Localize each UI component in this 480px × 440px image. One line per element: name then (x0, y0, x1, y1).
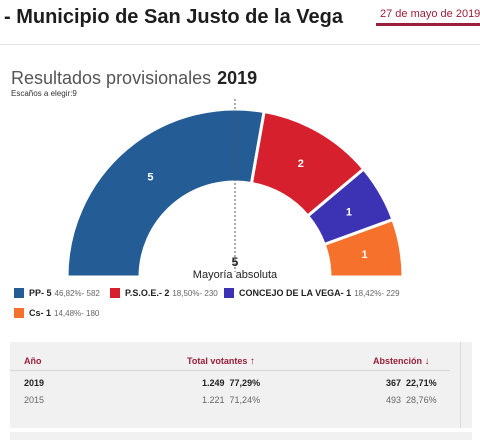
legend-party-name: CONCEJO DE LA VEGA- 1 (239, 288, 352, 298)
table-header-divider (10, 370, 450, 371)
col-votes-header: Total votantes ↑ (187, 356, 255, 367)
col-abst-label: Abstención (373, 356, 423, 366)
table-edge (460, 342, 461, 428)
wedge-seat-label: 5 (147, 171, 153, 183)
page-header: - Municipio de San Justo de la Vega 27 d… (0, 0, 480, 40)
results-year: 2019 (217, 68, 258, 88)
wedge-seat-label: 1 (346, 206, 352, 218)
arrow-up-icon: ↑ (249, 356, 255, 367)
header-divider (0, 44, 480, 45)
row-votes-pct: 77,29% (229, 378, 261, 388)
row-abst-count: 367 (386, 378, 402, 388)
legend-party-name: Cs- 1 (29, 308, 52, 318)
col-abst-header: Abstención ↓ (373, 356, 430, 367)
seats-to-elect: Escaños a elegir:9 (11, 89, 77, 98)
row-abst: 493 28,76% (386, 395, 437, 405)
row-abst-pct: 28,76% (406, 395, 437, 405)
legend-item-concejo: CONCEJO DE LA VEGA- 1 18,42%- 229 (224, 288, 400, 298)
row-abst-count: 493 (386, 395, 402, 405)
legend-party-name: PP- 5 (29, 288, 52, 298)
legend-swatch (14, 288, 24, 298)
legend-item-cs: Cs- 1 14,48%- 180 (14, 308, 99, 318)
legend-swatch (14, 308, 24, 318)
row-votes-pct: 71,24% (229, 395, 261, 405)
wedge-cs (322, 217, 405, 279)
row-votes-count: 1.221 (202, 395, 225, 405)
seat-hemicycle-chart: 5 Mayoría absoluta 5 2 1 1 (65, 99, 405, 281)
row-abst-pct: 22,71% (406, 378, 437, 388)
col-year-header: Año (24, 356, 42, 366)
row-votes-count: 1.249 (202, 378, 225, 388)
wedge-seat-label: 2 (298, 158, 304, 170)
results-title: Resultados provisionales (11, 68, 212, 88)
arrow-down-icon: ↓ (424, 356, 430, 367)
row-abst: 367 22,71% (386, 378, 437, 388)
legend-party-name: P.S.O.E.- 2 (125, 288, 170, 298)
wedge-seat-label: 1 (361, 249, 367, 261)
col-votes-label: Total votantes (187, 356, 248, 366)
legend-party-detail: 14,48%- 180 (54, 308, 100, 318)
legend-swatch (224, 288, 234, 298)
legend-party-detail: 18,42%- 229 (354, 288, 400, 298)
majority-number: 5 (232, 255, 239, 269)
election-date: 27 de mayo de 2019, (380, 8, 480, 20)
legend-party-detail: 46,82%- 582 (54, 288, 100, 298)
date-underline (376, 23, 480, 26)
legend-item-pp: PP- 5 46,82%- 582 (14, 288, 100, 298)
turnout-table (10, 342, 472, 428)
wedge-pp (65, 107, 266, 279)
row-votes: 1.221 71,24% (202, 395, 260, 405)
legend-party-detail: 18,50%- 230 (172, 288, 218, 298)
next-section-band (10, 432, 472, 440)
municipality-title: - Municipio de San Justo de la Vega (4, 6, 343, 28)
row-year: 2019 (24, 378, 45, 388)
legend-item-psoe: P.S.O.E.- 2 18,50%- 230 (110, 288, 218, 298)
results-heading: Resultados provisionales 2019 (11, 68, 257, 89)
row-year: 2015 (24, 395, 45, 405)
row-votes: 1.249 77,29% (202, 378, 260, 388)
majority-label: Mayoría absoluta (193, 269, 278, 281)
legend-swatch (110, 288, 120, 298)
